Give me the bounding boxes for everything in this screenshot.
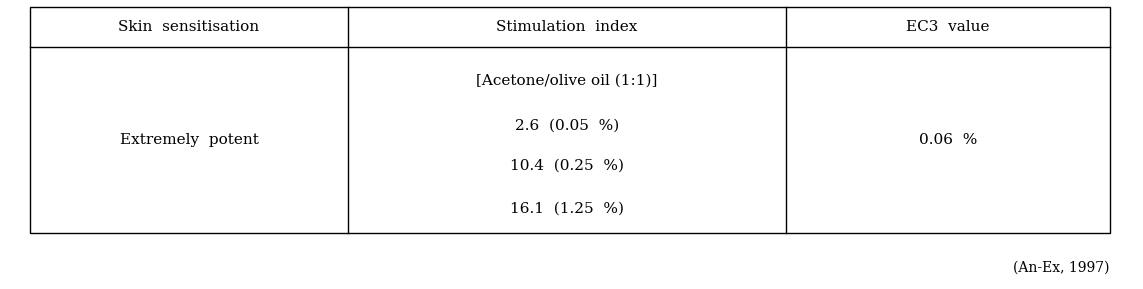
Text: 16.1  (1.25  %): 16.1 (1.25 %) <box>510 201 624 216</box>
Text: Stimulation  index: Stimulation index <box>496 20 638 34</box>
Text: Skin  sensitisation: Skin sensitisation <box>119 20 259 34</box>
Text: [Acetone/olive oil (1:1)]: [Acetone/olive oil (1:1)] <box>477 74 657 88</box>
Text: EC3  value: EC3 value <box>906 20 990 34</box>
Text: 2.6  (0.05  %): 2.6 (0.05 %) <box>515 118 620 132</box>
Text: Extremely  potent: Extremely potent <box>120 133 258 147</box>
Text: 10.4  (0.25  %): 10.4 (0.25 %) <box>510 159 624 173</box>
Text: 0.06  %: 0.06 % <box>919 133 977 147</box>
Text: (An-Ex, 1997): (An-Ex, 1997) <box>1014 261 1110 275</box>
